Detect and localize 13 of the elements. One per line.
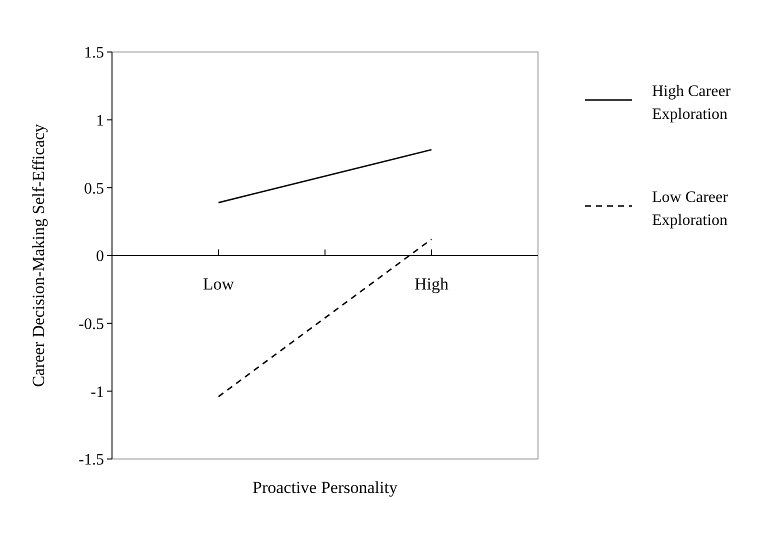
y-tick-label: -1 [90,384,104,401]
y-tick-label: -1.5 [78,452,104,469]
y-tick-label: 1 [96,112,104,130]
legend-label: Low Career Exploration [652,189,729,229]
x-axis-title: Proactive Personality [252,478,398,497]
x-tick-label: Low [202,274,235,294]
y-tick-label: 1.5 [84,44,104,62]
y-tick-label: 0.5 [84,180,104,198]
y-tick-label: 0 [96,248,104,266]
x-tick-label: High [414,274,449,294]
y-axis-title: Career Decision-Making Self-Efficacy [29,123,48,388]
y-tick-label: -0.5 [78,316,104,333]
legend-label: High Career Exploration [652,83,732,123]
